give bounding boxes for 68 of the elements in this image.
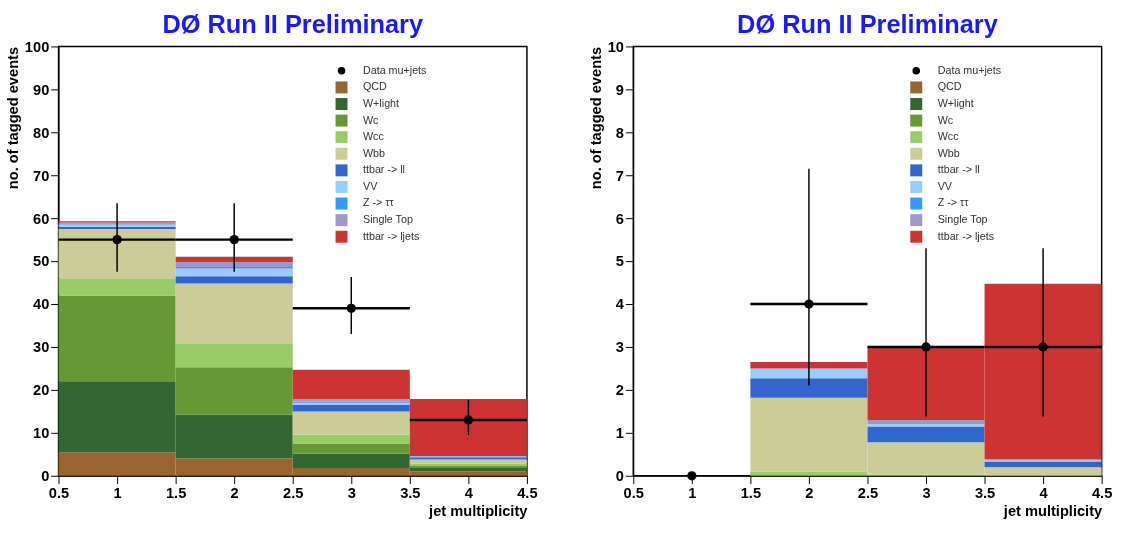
y-tick-label: 6 — [615, 210, 625, 227]
legend-label: Z -> ττ — [362, 196, 395, 209]
y-axis-title: no. of tagged events — [587, 46, 604, 190]
x-tick-label: 3.5 — [974, 484, 996, 501]
y-tick-label: 80 — [33, 124, 50, 141]
x-tick-label: 0.5 — [48, 484, 70, 501]
legend-label: VV — [937, 179, 953, 192]
y-tick-label: 1 — [615, 425, 625, 442]
legend-label: Data mu+jets — [937, 63, 1002, 76]
legend-label: W+light — [362, 96, 400, 109]
x-tick-label: 1 — [688, 484, 697, 501]
y-axis-title: no. of tagged events — [5, 46, 22, 190]
x-tick-label: 3.5 — [400, 484, 421, 501]
x-tick-label: 4 — [1039, 484, 1049, 501]
y-tick-label: 2 — [615, 382, 625, 399]
y-tick-label: 60 — [33, 210, 50, 227]
x-tick-label: 1.5 — [165, 484, 187, 501]
y-tick-label: 9 — [615, 81, 625, 98]
x-tick-label: 4.5 — [517, 484, 538, 501]
x-axis-title: jet multiplicity — [428, 503, 529, 520]
legend-label: W+light — [937, 96, 974, 109]
y-tick-label: 10 — [33, 425, 50, 442]
x-tick-label: 1 — [113, 484, 122, 501]
x-tick-label: 2 — [230, 484, 239, 501]
x-tick-label: 4 — [464, 484, 474, 501]
y-tick-label: 4 — [615, 296, 625, 313]
y-tick-label: 50 — [33, 253, 50, 270]
chart-title: DØ Run II Preliminary — [162, 9, 424, 38]
y-tick-label: 7 — [615, 167, 625, 184]
legend-label: ttbar -> ljets — [937, 229, 995, 242]
y-tick-label: 40 — [33, 296, 50, 313]
legend-label: QCD — [937, 80, 962, 93]
y-tick-label: 3 — [615, 339, 625, 356]
legend-label: Single Top — [937, 213, 988, 226]
chart-title: DØ Run II Preliminary — [737, 9, 998, 38]
y-tick-label: 10 — [607, 38, 625, 55]
legend-label: Z -> ττ — [937, 196, 970, 209]
y-tick-label: 90 — [33, 81, 50, 98]
y-tick-label: 70 — [33, 167, 50, 184]
x-tick-label: 2.5 — [857, 484, 879, 501]
x-tick-label: 2 — [805, 484, 814, 501]
x-tick-label: 2.5 — [283, 484, 304, 501]
legend-label: Wcc — [937, 130, 960, 143]
legend-label: ttbar -> ll — [937, 163, 980, 176]
y-tick-label: 30 — [33, 339, 50, 356]
x-tick-label: 3 — [922, 484, 931, 501]
y-tick-label: 5 — [615, 253, 625, 270]
y-tick-label: 0 — [615, 468, 625, 485]
legend-label: Wcc — [362, 130, 385, 143]
legend-label: Wc — [937, 113, 954, 126]
y-tick-label: 0 — [41, 468, 50, 485]
x-axis-title: jet multiplicity — [1002, 503, 1104, 520]
legend-label: Single Top — [362, 213, 413, 226]
x-tick-label: 1.5 — [740, 484, 762, 501]
legend-label: Data mu+jets — [362, 63, 427, 76]
x-tick-label: 3 — [347, 484, 356, 501]
legend-label: QCD — [362, 80, 388, 93]
legend-label: Wbb — [362, 146, 386, 159]
legend-label: Wc — [362, 113, 380, 126]
x-tick-label: 4.5 — [1091, 484, 1113, 501]
x-tick-label: 0.5 — [623, 484, 644, 501]
legend-label: ttbar -> ljets — [362, 229, 420, 242]
legend-label: ttbar -> ll — [362, 163, 405, 176]
y-tick-label: 100 — [24, 38, 50, 55]
y-tick-label: 20 — [33, 382, 50, 399]
legend-label: VV — [362, 179, 379, 192]
y-tick-label: 8 — [615, 124, 625, 141]
legend-label: Wbb — [937, 146, 960, 159]
